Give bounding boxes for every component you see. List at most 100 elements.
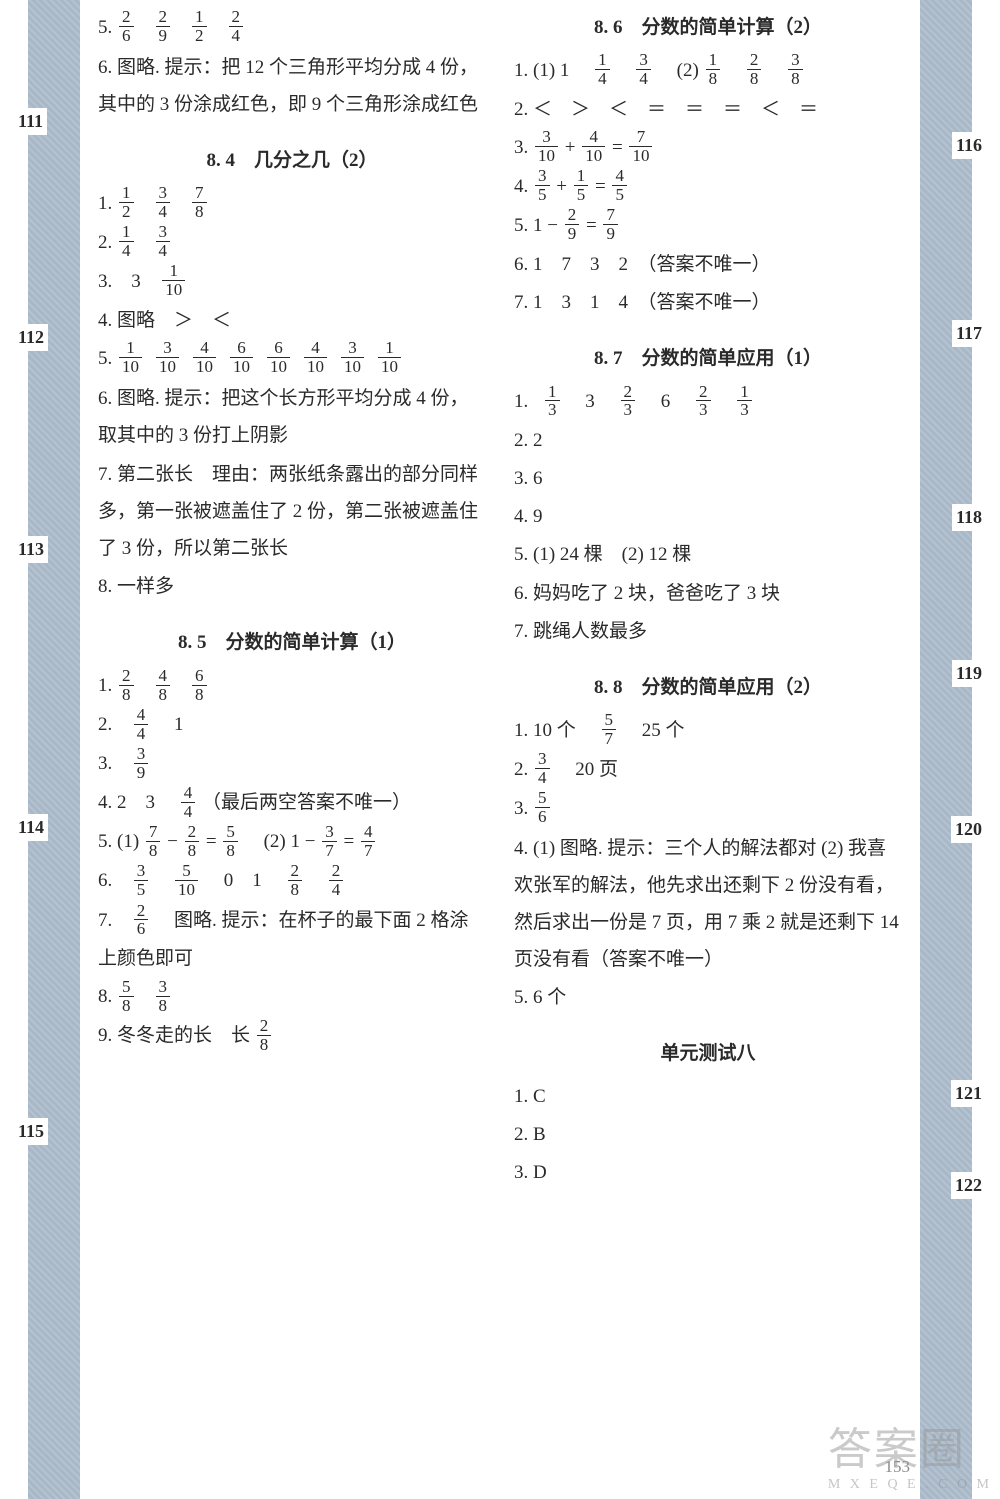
frac: 310 — [533, 137, 560, 158]
answer-line: 1. 10 个 57 25 个 — [514, 713, 902, 750]
answer-line: 5. 6 个 — [514, 980, 902, 1016]
label: 3. — [514, 798, 533, 819]
answer-line: 4. (1) 图略. 提示：三个人的解法都对 (2) 我喜欢张军的解法，他先求出… — [514, 830, 902, 978]
label: 4. — [514, 176, 533, 197]
margin-page-number: 119 — [952, 660, 986, 687]
answer-line: 6. 妈妈吃了 2 块，爸爸吃了 3 块 — [514, 576, 902, 612]
text: （最后两空答案不唯一） — [202, 792, 411, 813]
watermark-text: 答案圈 — [828, 1413, 992, 1477]
frac: 28 — [745, 60, 764, 81]
label: 1. (1) 1 — [514, 60, 588, 81]
frac: 410 — [580, 137, 607, 158]
answer-line: 6. 35 510 0 1 28 24 — [98, 863, 486, 900]
margin-page-number: 117 — [952, 320, 986, 347]
margin-page-number: 112 — [14, 324, 48, 351]
answer-line: 7. 1 3 1 4 （答案不唯一） — [514, 285, 902, 321]
label: 1. — [514, 391, 528, 412]
label: (2) 1 − — [245, 831, 321, 852]
answer-line: 3. 6 — [514, 461, 902, 497]
label: 3. 3 — [98, 271, 141, 292]
text: 图略. 提示：在杯子的最下面 2 格涂上颜色即可 — [98, 910, 469, 969]
answer-line: 1. 284868 — [98, 668, 486, 705]
answer-line: 2. 2 — [514, 423, 902, 459]
frac-group: 110310410610610410310110 — [117, 348, 403, 369]
label: 1. — [98, 675, 112, 696]
margin-page-number: 122 — [951, 1172, 986, 1199]
margin-page-number: 118 — [952, 504, 986, 531]
answer-line: 2. ＜ ＞ ＜ ＝ ＝ ＝ ＜ ＝ — [514, 92, 902, 128]
frac: 13 — [735, 391, 754, 412]
frac: 79 — [601, 215, 620, 236]
answer-line: 4. 9 — [514, 499, 902, 535]
label: 5. (1) — [98, 831, 144, 852]
frac: 38 — [786, 60, 805, 81]
answer-line: 3. 310 + 410 = 710 — [514, 130, 902, 167]
frac: 28 — [255, 1025, 274, 1046]
text: 3 — [566, 391, 614, 412]
left-margin: 111112113114115 — [28, 0, 80, 1499]
answer-line: 6. 1 7 3 2 （答案不唯一） — [514, 247, 902, 283]
margin-page-number: 111 — [14, 108, 47, 135]
frac-group: 123478 — [117, 193, 209, 214]
answer-line: 9. 冬冬走的长 长 28 — [98, 1018, 486, 1055]
frac: 23 — [694, 391, 713, 412]
frac: 34 — [533, 759, 552, 780]
answer-line: 7. 跳绳人数最多 — [514, 614, 902, 650]
op: = — [343, 831, 358, 852]
frac: 28 — [286, 870, 305, 891]
margin-page-number: 115 — [14, 1118, 48, 1145]
answer-line: 2. 44 1 — [98, 707, 486, 744]
answer-line: 6. 图略. 提示：把 12 个三角形平均分成 4 份，其中的 3 份涂成红色，… — [98, 49, 486, 123]
content-area: 5. 26291224 6. 图略. 提示：把 12 个三角形平均分成 4 份，… — [80, 0, 920, 1499]
frac: 35 — [533, 176, 552, 197]
answer-line: 1. 123478 — [98, 186, 486, 223]
label: 1. 10 个 — [514, 720, 595, 741]
label: 7. — [98, 910, 112, 931]
section-heading: 8. 5 分数的简单计算（1） — [98, 627, 486, 654]
op: = — [595, 176, 610, 197]
answer-line: 8. 5838 — [98, 979, 486, 1016]
margin-page-number: 113 — [14, 536, 48, 563]
answer-line: 2. B — [514, 1117, 902, 1153]
answer-line: 5. 26291224 — [98, 10, 486, 47]
frac: 56 — [533, 798, 552, 819]
label: 4. 2 3 — [98, 792, 174, 813]
answer-line: 4. 35 + 15 = 45 — [514, 169, 902, 206]
right-column: 8. 6 分数的简单计算（2） 1. (1) 1 14 34 (2) 18 28… — [500, 8, 920, 1499]
section-heading: 8. 7 分数的简单应用（1） — [514, 343, 902, 370]
frac: 28 — [183, 831, 202, 852]
right-margin: 116117118119120121122 — [920, 0, 972, 1499]
answer-line: 7. 第二张长 理由：两张纸条露出的部分同样多，第一张被遮盖住了 2 份，第二张… — [98, 456, 486, 567]
frac: 24 — [327, 870, 346, 891]
frac: 47 — [359, 831, 378, 852]
label: 9. 冬冬走的长 长 — [98, 1025, 250, 1046]
answer-line: 5. (1) 24 棵 (2) 12 棵 — [514, 537, 902, 573]
answer-line: 4. 图略 ＞ ＜ — [98, 303, 486, 339]
op: + — [556, 176, 571, 197]
op: = — [586, 215, 601, 236]
frac: 14 — [593, 60, 612, 81]
frac: 58 — [221, 831, 240, 852]
section-heading: 8. 6 分数的简单计算（2） — [514, 12, 902, 39]
section-heading: 8. 8 分数的简单应用（2） — [514, 672, 902, 699]
text: 1 — [155, 714, 184, 735]
frac: 35 — [132, 870, 151, 891]
answer-line: 3. 39 — [98, 746, 486, 783]
op: + — [565, 137, 580, 158]
answer-line: 4. 2 3 44 （最后两空答案不唯一） — [98, 785, 486, 822]
answer-line: 5. 1 − 29 = 79 — [514, 208, 902, 245]
label: 3. — [514, 137, 533, 158]
margin-page-number: 121 — [951, 1080, 986, 1107]
text: 25 个 — [623, 720, 685, 741]
label: 5. 1 − — [514, 215, 563, 236]
frac: 18 — [704, 60, 723, 81]
label: 5. — [98, 348, 112, 369]
frac: 34 — [634, 60, 653, 81]
margin-page-number: 120 — [951, 816, 986, 843]
frac: 44 — [179, 792, 198, 813]
watermark: 答案圈 M X E Q E . C O M — [828, 1413, 992, 1493]
frac: 57 — [600, 720, 619, 741]
frac: 78 — [144, 831, 163, 852]
answer-line: 3. 3 110 — [98, 264, 486, 301]
frac: 39 — [132, 753, 151, 774]
